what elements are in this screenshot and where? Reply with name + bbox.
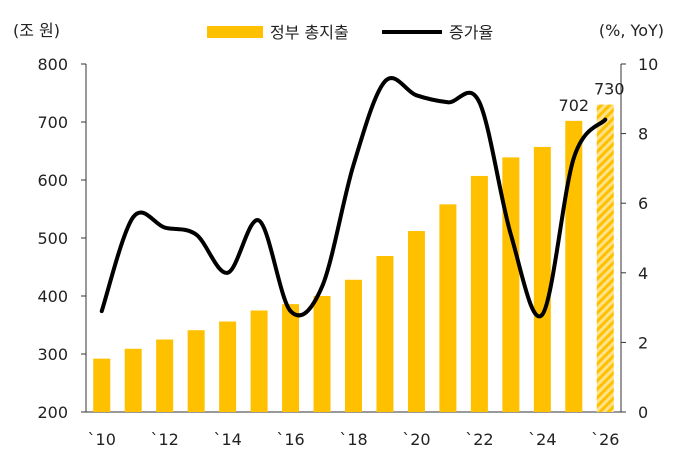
- x-tick-label: `20: [402, 430, 430, 449]
- x-tick-label: `16: [276, 430, 304, 449]
- x-tick-label: `26: [591, 430, 619, 449]
- left-tick-label: 400: [37, 287, 68, 306]
- bar: [565, 120, 583, 412]
- x-tick-label: `24: [528, 430, 556, 449]
- right-axis-ticks: 0 2 4 6 8 10: [621, 55, 658, 422]
- bar: [124, 348, 142, 412]
- bar: [93, 358, 111, 412]
- left-axis-ticks: 200 300 400 500 600 700 800: [37, 55, 86, 422]
- line-series: [99, 76, 608, 319]
- right-tick-label: 10: [638, 55, 658, 74]
- x-axis-ticks: `10 `12 `14 `16 `18 `20 `22 `24 `26: [88, 430, 620, 449]
- bar: [250, 310, 268, 412]
- bar: [533, 146, 551, 412]
- legend-label-growth-rate: 증가율: [449, 23, 493, 42]
- x-tick-label: `18: [339, 430, 367, 449]
- growth-rate-line: [99, 76, 608, 319]
- legend-bar-swatch: [207, 26, 263, 38]
- left-tick-label: 200: [37, 403, 68, 422]
- bar: [502, 157, 520, 412]
- x-tick-label: `14: [213, 430, 241, 449]
- right-tick-label: 2: [638, 333, 648, 352]
- left-tick-label: 800: [37, 55, 68, 74]
- right-tick-label: 6: [638, 194, 648, 213]
- x-tick-label: `10: [88, 430, 116, 449]
- bar-forecast: [596, 104, 614, 412]
- bar: [313, 296, 331, 412]
- right-tick-label: 8: [638, 125, 648, 144]
- bar: [156, 339, 174, 412]
- left-tick-label: 300: [37, 345, 68, 364]
- bar: [187, 330, 205, 412]
- left-tick-label: 500: [37, 229, 68, 248]
- left-tick-label: 700: [37, 113, 68, 132]
- bar: [282, 304, 300, 412]
- left-axis-unit: (조 원): [13, 21, 60, 40]
- bar-data-label: 702: [559, 96, 590, 115]
- bar: [376, 255, 394, 412]
- bar: [345, 279, 362, 412]
- bar: [219, 321, 237, 412]
- x-tick-label: `22: [465, 430, 493, 449]
- legend: 정부 총지출 증가율: [207, 23, 493, 42]
- bar-series: [93, 104, 614, 412]
- legend-label-total-expenditure: 정부 총지출: [270, 23, 349, 42]
- right-axis-unit: (%, YoY): [599, 21, 664, 40]
- x-tick-label: `12: [150, 430, 178, 449]
- left-tick-label: 600: [37, 171, 68, 190]
- bar: [407, 231, 425, 412]
- bar: [439, 204, 457, 412]
- bar: [470, 175, 488, 412]
- right-tick-label: 4: [638, 264, 648, 283]
- bar-data-label: 730: [594, 80, 625, 99]
- right-tick-label: 0: [638, 403, 648, 422]
